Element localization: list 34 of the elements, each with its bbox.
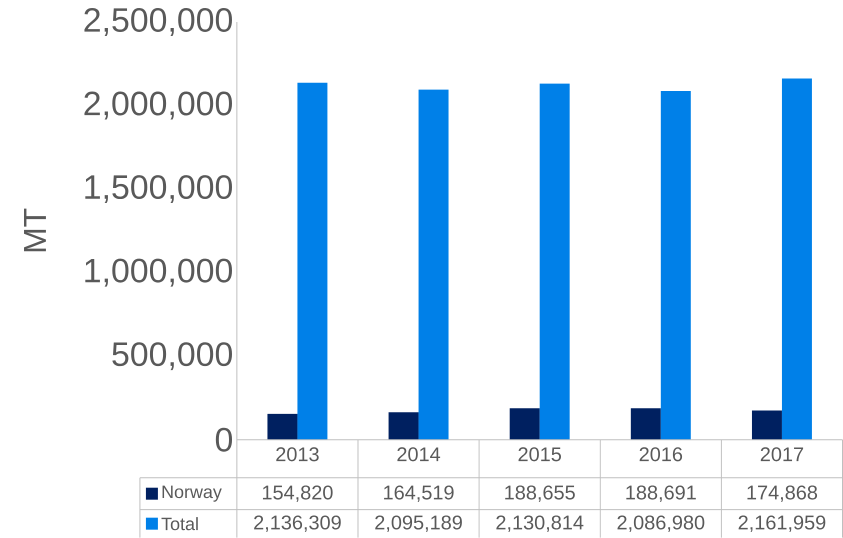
data-label: 2,161,959: [738, 515, 826, 532]
bar: [388, 412, 419, 440]
data-label: 154,820: [262, 485, 333, 502]
bar: [418, 90, 449, 440]
y-tick-label: 2,500,000: [84, 8, 232, 36]
data-label: 2,130,814: [496, 515, 584, 532]
data-label: 188,655: [505, 485, 575, 502]
bar: [297, 82, 328, 440]
data-label: 2,136,309: [254, 515, 341, 532]
legend-label: Total: [162, 517, 198, 530]
legend-label: Norway: [162, 486, 222, 502]
bar: [782, 78, 812, 440]
y-tick-label: 500,000: [112, 342, 232, 370]
data-label: 2,095,189: [375, 515, 462, 532]
x-tick-label: 2015: [518, 447, 561, 462]
data-label: 188,691: [626, 485, 696, 502]
bar: [267, 414, 298, 440]
y-tick-label: 1,000,000: [85, 258, 232, 287]
y-tick-label: 2,000,000: [84, 91, 232, 120]
bar: [510, 408, 540, 440]
data-label: 164,519: [384, 485, 454, 502]
bar: [540, 84, 570, 440]
x-tick-label: 2016: [640, 447, 682, 462]
data-label: 174,868: [747, 485, 818, 502]
bar: [660, 90, 691, 440]
bar: [752, 410, 782, 440]
x-tick-label: 2013: [276, 447, 319, 462]
data-label: 2,086,980: [618, 515, 704, 532]
y-tick-label: 0: [216, 428, 232, 452]
bar: [630, 408, 661, 440]
y-axis-title: MT: [24, 208, 46, 252]
x-tick-label: 2017: [760, 447, 804, 462]
y-tick-label: 1,500,000: [85, 175, 232, 203]
x-tick-label: 2014: [397, 447, 440, 462]
